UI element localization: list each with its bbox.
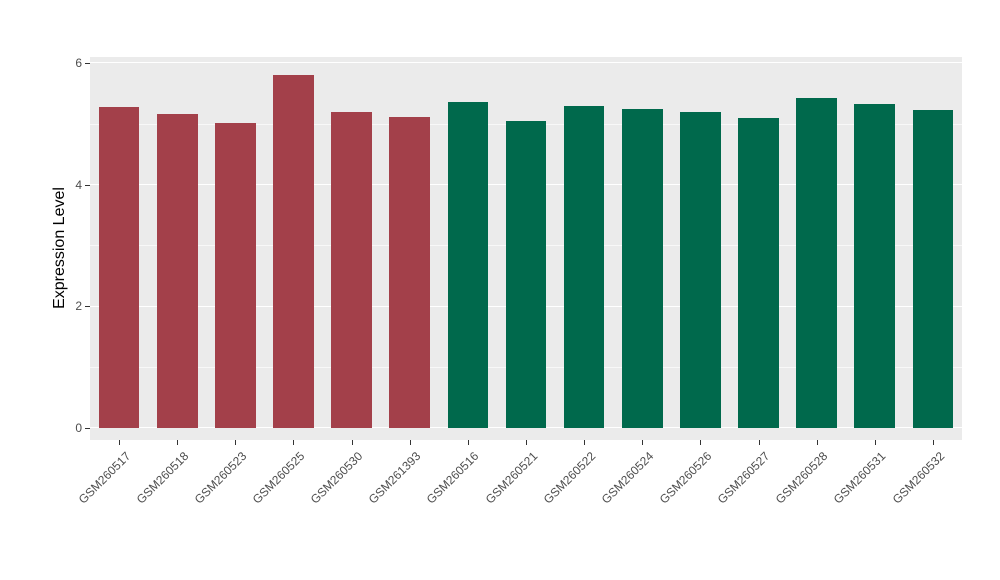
x-tick-label: GSM260518 [133,449,192,507]
bar-GSM260531 [854,104,896,428]
x-tick-mark [409,440,411,445]
bar-GSM260528 [796,97,837,428]
x-tick-mark [351,440,353,445]
x-tick-mark [932,440,934,445]
x-tick-mark [119,440,121,445]
x-tick-mark [642,440,644,445]
bar-GSM260526 [680,111,721,428]
x-tick-mark [293,440,295,445]
y-tick-label: 2 [75,299,82,314]
y-tick-mark [85,306,90,308]
bar-GSM260523 [214,123,256,428]
plot-panel [90,57,962,440]
gridline-major [90,62,962,64]
bar-GSM260522 [563,105,605,428]
y-tick-label: 6 [75,56,82,71]
y-axis-title: Expression Level [51,187,68,309]
bar-GSM260521 [505,120,547,428]
x-tick-label: GSM260525 [249,449,308,507]
y-tick-label: 4 [75,177,82,192]
x-tick-mark [700,440,702,445]
bar-GSM260524 [621,109,663,428]
x-tick-label: GSM260524 [598,449,657,507]
x-tick-label: GSM260522 [540,449,599,507]
x-tick-label: GSM260531 [831,449,889,507]
x-tick-mark [584,440,586,445]
x-tick-label: GSM260532 [889,449,947,507]
x-tick-label: GSM260516 [424,449,482,507]
x-tick-label: GSM261393 [366,449,424,507]
x-tick-label: GSM260527 [714,449,773,507]
x-tick-mark [235,440,237,445]
x-tick-label: GSM260523 [191,449,250,507]
bar-GSM260517 [98,107,140,428]
bar-GSM260516 [447,101,489,428]
x-tick-mark [177,440,179,445]
y-tick-mark [85,184,90,186]
bar-GSM260532 [912,109,954,428]
x-tick-label: GSM260530 [307,449,366,507]
x-tick-label: GSM260521 [482,449,540,507]
x-tick-mark [467,440,469,445]
x-tick-mark [874,440,876,445]
y-tick-mark [85,427,90,429]
x-tick-mark [816,440,818,445]
y-tick-label: 0 [75,420,82,435]
bar-GSM260527 [738,117,779,428]
x-tick-label: GSM260526 [656,449,715,507]
x-tick-mark [526,440,527,445]
x-tick-label: GSM260528 [773,449,831,507]
bar-GSM260530 [331,112,372,428]
x-tick-mark [758,440,760,445]
bar-GSM261393 [389,116,431,428]
x-tick-label: GSM260517 [75,449,133,507]
bar-GSM260518 [156,114,198,428]
y-tick-mark [85,63,90,65]
bar-GSM260525 [273,74,314,428]
